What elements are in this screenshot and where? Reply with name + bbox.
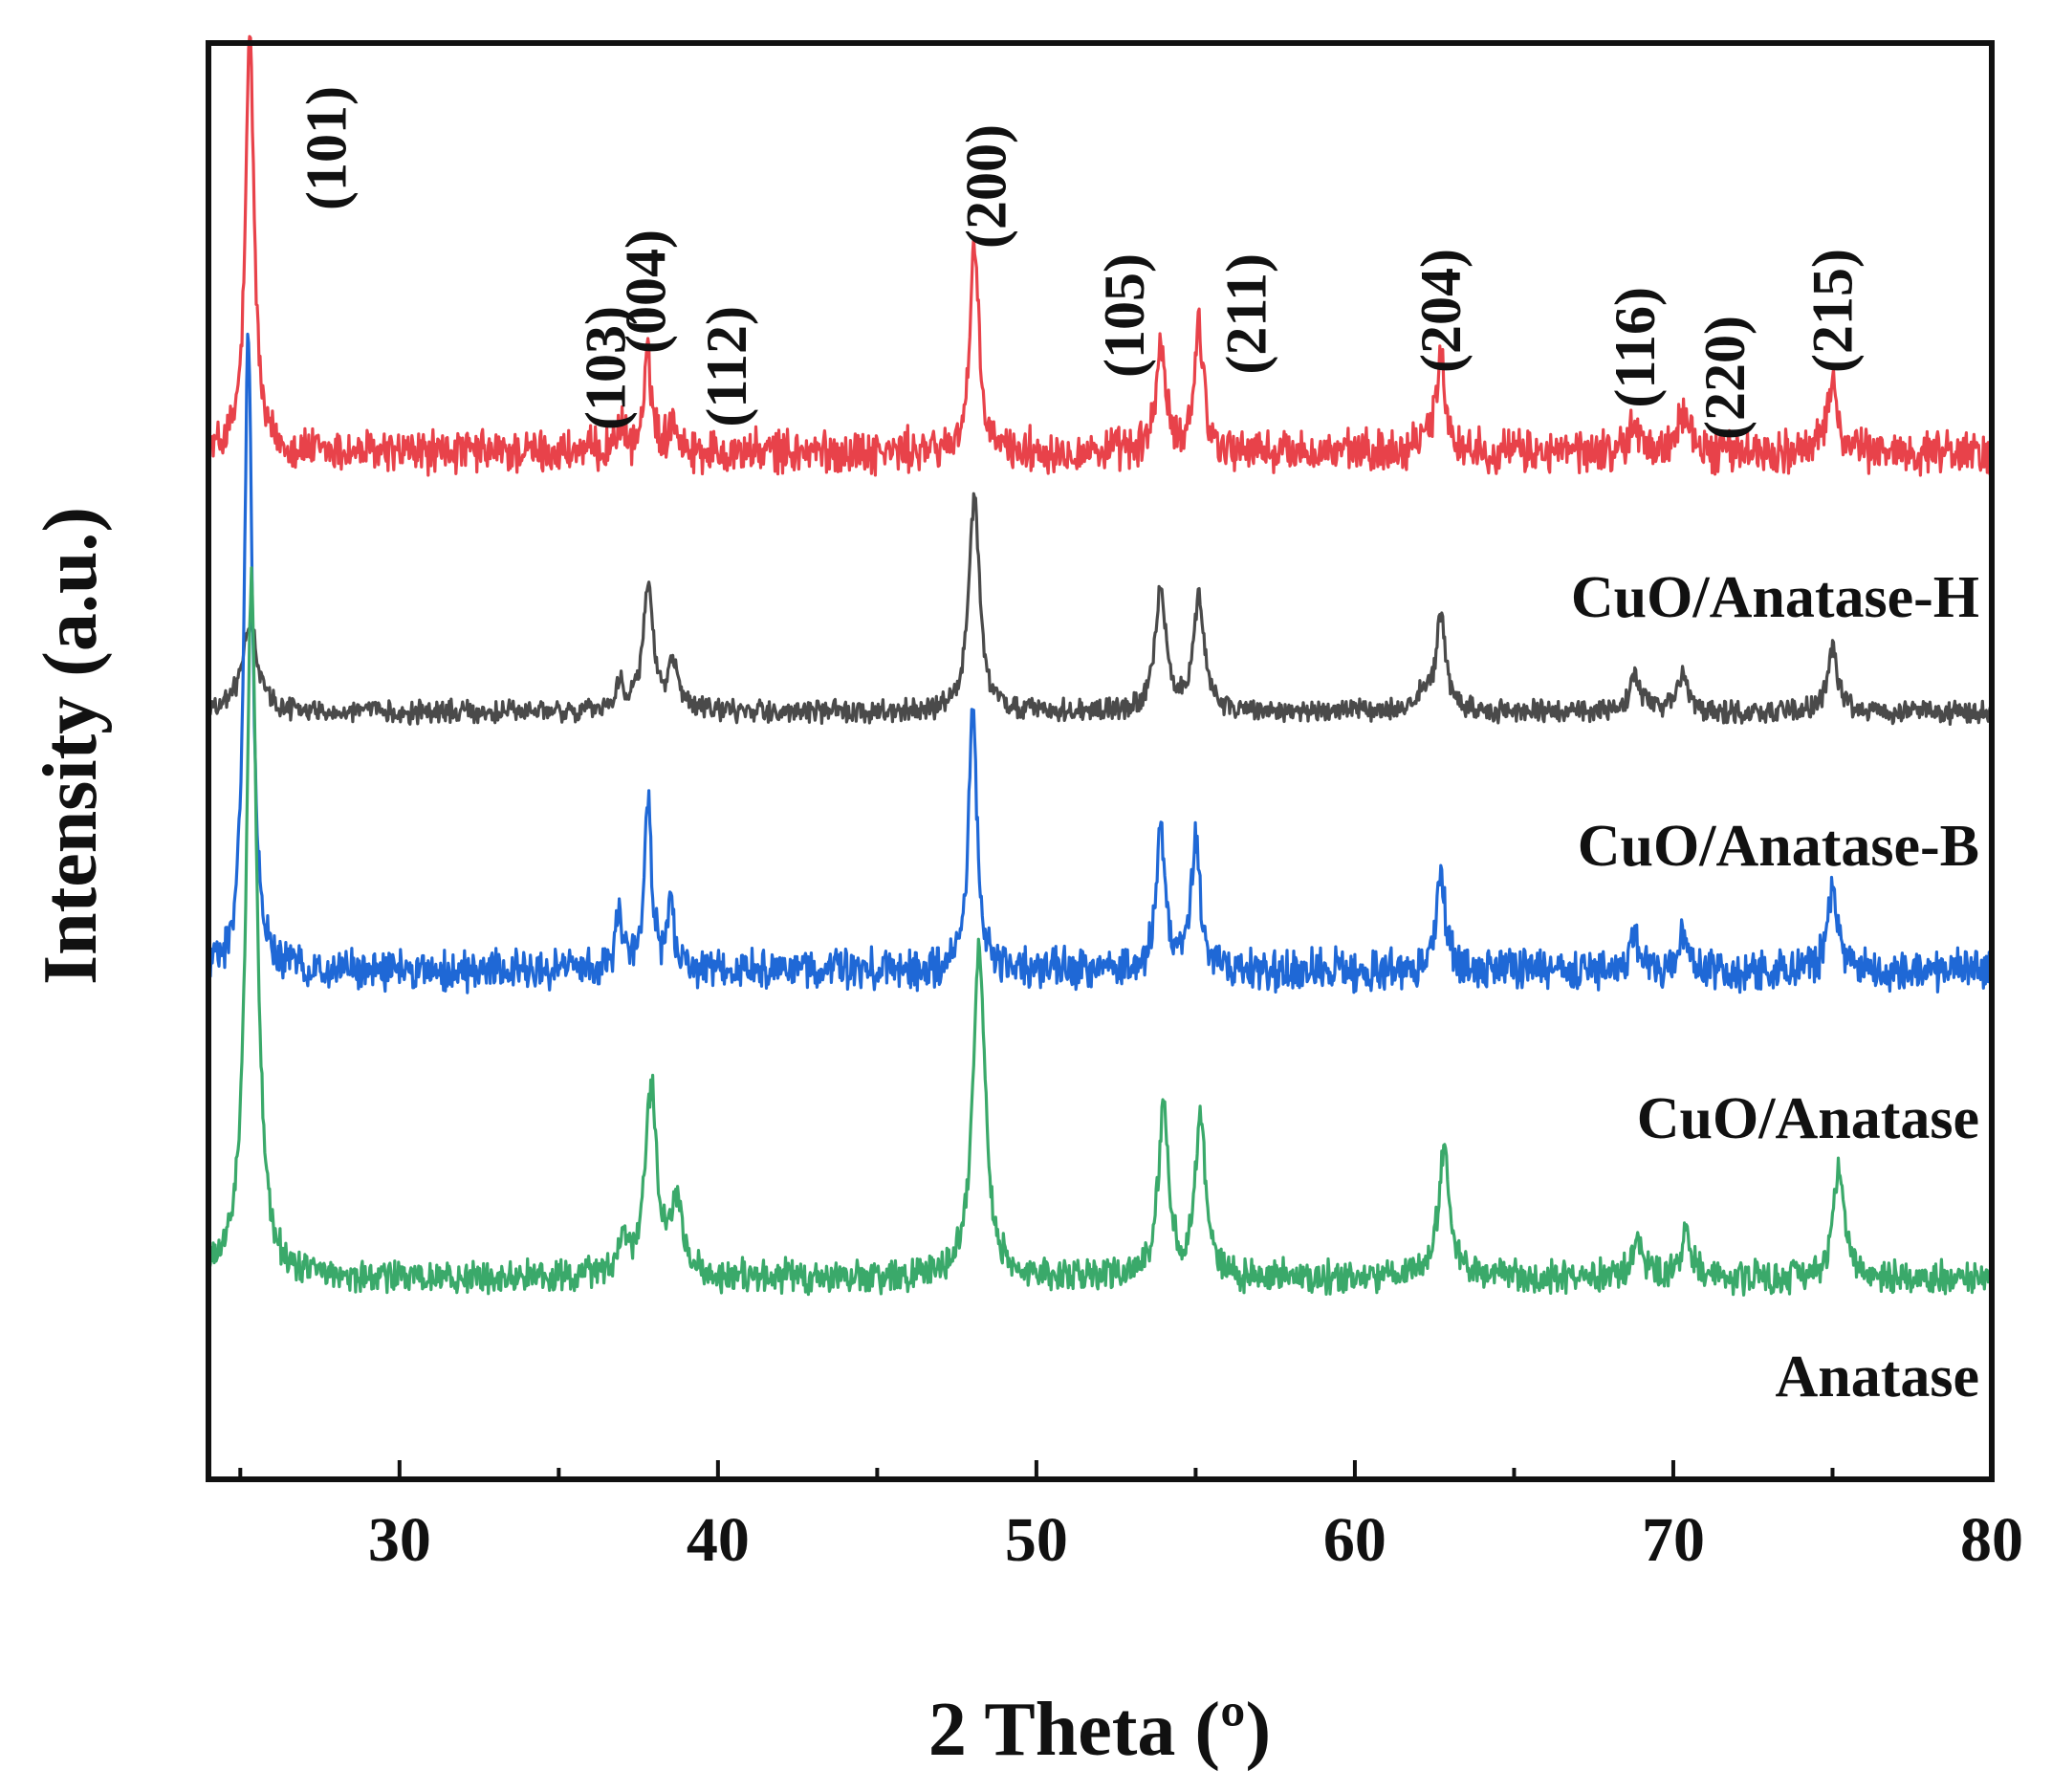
- x-tick-label-30: 30: [368, 1505, 431, 1575]
- series-label-cuo-anatase-b: CuO/Anatase-B: [1578, 814, 1979, 879]
- x-tick-label-60: 60: [1323, 1505, 1386, 1575]
- peak-label-116: (116): [1604, 287, 1667, 408]
- annotation-layer: (101) (103)(004) (112) (200) (105) (211) (204)…: [295, 86, 1979, 1410]
- series-label-anatase: Anatase: [1775, 1344, 1979, 1410]
- series-line-cuo-anatase: [207, 332, 1993, 994]
- series-label-cuo-anatase-h: CuO/Anatase-H: [1571, 565, 1979, 630]
- peak-label-220: (220): [1693, 316, 1757, 440]
- peak-label-112: (112): [695, 306, 758, 427]
- peak-label-211: (211): [1215, 253, 1278, 375]
- peak-label-204: (204): [1409, 249, 1473, 373]
- series-line-cuo-anatase-b: [207, 492, 1993, 726]
- x-tick-label-80: 80: [1960, 1505, 2023, 1575]
- y-axis-label: Intensity (a.u.): [29, 507, 113, 985]
- series-label-cuo-anatase: CuO/Anatase: [1637, 1086, 1979, 1151]
- series-layer: [207, 34, 1993, 1297]
- series-line-anatase: [207, 566, 1993, 1297]
- x-axis-ticks: 30 40 50 60 70 80: [238, 1460, 2023, 1575]
- peak-label-200: (200): [954, 124, 1017, 249]
- peak-label-215: (215): [1801, 249, 1865, 373]
- x-tick-label-70: 70: [1642, 1505, 1705, 1575]
- peak-label-105: (105): [1093, 253, 1156, 378]
- series-line-cuo-anatase-h: [207, 34, 1993, 477]
- peak-label-103: (103): [575, 306, 638, 430]
- x-tick-label-40: 40: [687, 1505, 750, 1575]
- peak-label-101: (101): [295, 86, 358, 210]
- peak-label-004: (004): [615, 229, 678, 354]
- x-axis-label: 2 Theta (º): [928, 1688, 1271, 1772]
- x-tick-label-50: 50: [1005, 1505, 1068, 1575]
- plot-frame: [206, 40, 1995, 1482]
